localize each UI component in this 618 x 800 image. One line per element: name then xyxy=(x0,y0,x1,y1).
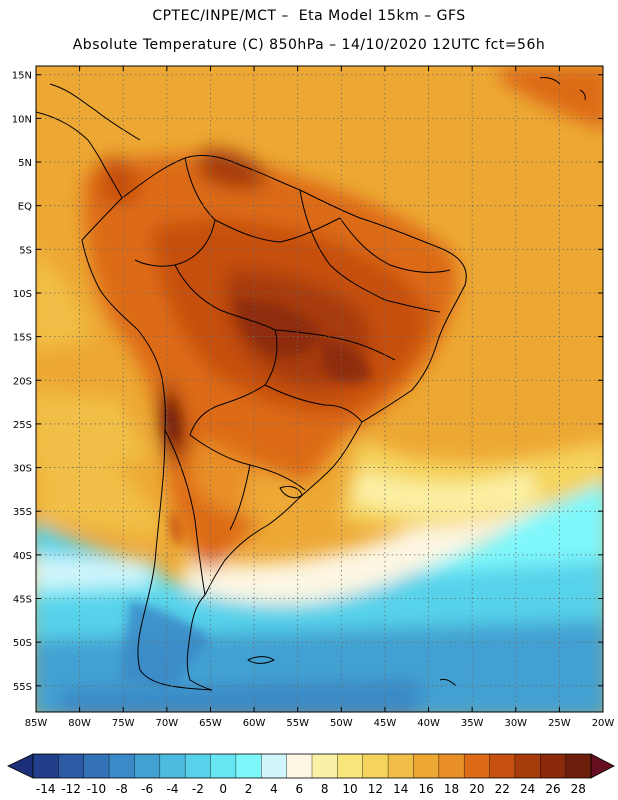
colorbar-label: 8 xyxy=(321,782,329,796)
lon-tick-label: 25W xyxy=(548,718,571,729)
lat-tick-label: 15N xyxy=(12,71,32,82)
lat-tick-label: 30S xyxy=(13,464,32,475)
lon-tick-label: 30W xyxy=(504,718,527,729)
colorbar-label: 10 xyxy=(342,782,357,796)
colorbar-label: -10 xyxy=(87,782,107,796)
colorbar-label: 20 xyxy=(469,782,484,796)
colorbar-label: -8 xyxy=(116,782,128,796)
colorbar: -14 -12 -10 -8 -6 -4 -2 0 2 4 6 8 10 12 14 16 18 20 22 24 26… xyxy=(7,753,615,796)
lon-tick-label: 45W xyxy=(374,718,397,729)
colorbar-label: -12 xyxy=(61,782,81,796)
colorbar-swatch xyxy=(464,754,490,778)
colorbar-label: -14 xyxy=(36,782,56,796)
lat-tick-label: 5N xyxy=(18,158,32,169)
lat-tick-label: 25S xyxy=(13,420,32,431)
lat-tick-label: 45S xyxy=(13,595,32,606)
lon-tick-label: 75W xyxy=(112,718,135,729)
lon-tick-label: 55W xyxy=(286,718,309,729)
colorbar-swatch xyxy=(514,754,541,778)
colorbar-label: 16 xyxy=(418,782,433,796)
colorbar-label: 26 xyxy=(545,782,560,796)
lon-tick-label: 85W xyxy=(25,718,48,729)
colorbar-label: 2 xyxy=(245,782,253,796)
colorbar-label: 28 xyxy=(571,782,586,796)
colorbar-label: 18 xyxy=(444,782,459,796)
colorbar-swatch xyxy=(159,754,186,778)
colorbar-swatch xyxy=(438,754,465,778)
colorbar-swatch xyxy=(185,754,211,778)
lon-tick-label: 70W xyxy=(156,718,179,729)
lat-tick-label: 20S xyxy=(13,376,32,387)
colorbar-label: -6 xyxy=(141,782,153,796)
lon-tick-label: 60W xyxy=(243,718,266,729)
colorbar-label: 12 xyxy=(368,782,383,796)
coastlines xyxy=(36,77,586,691)
lon-tick-label: 65W xyxy=(199,718,222,729)
lon-tick-label: 20W xyxy=(592,718,615,729)
lat-tick-label: 40S xyxy=(13,551,32,562)
colorbar-swatch xyxy=(210,754,237,778)
colorbar-label: -2 xyxy=(192,782,204,796)
colorbar-swatch xyxy=(83,754,110,778)
lat-tick-label: 50S xyxy=(13,638,32,649)
lon-tick-label: 50W xyxy=(330,718,353,729)
latitude-axis: 15N 10N 5N EQ 5S 10S 15S 20S 25S 30S 35S 40S 45S 50S 5… xyxy=(12,71,603,693)
colorbar-swatch xyxy=(235,754,262,778)
colorbar-swatch xyxy=(565,754,592,778)
colorbar-right-arrow xyxy=(590,753,615,779)
colorbar-label: 0 xyxy=(219,782,227,796)
graticule xyxy=(36,66,603,712)
colorbar-swatch xyxy=(261,754,287,778)
colorbar-swatch xyxy=(337,754,364,778)
colorbar-left-arrow xyxy=(7,753,34,779)
colorbar-swatch xyxy=(413,754,440,778)
lat-tick-label: 35S xyxy=(13,507,32,518)
colorbar-swatch xyxy=(33,754,59,778)
colorbar-swatch xyxy=(58,754,85,778)
lat-tick-label: 10N xyxy=(12,114,32,125)
lon-tick-label: 40W xyxy=(417,718,440,729)
colorbar-swatch xyxy=(388,754,414,778)
title-line-2: Absolute Temperature (C) 850hPa – 14/10/… xyxy=(72,37,546,53)
lat-tick-label: 5S xyxy=(19,245,32,256)
colorbar-swatch xyxy=(109,754,135,778)
colorbar-label: 6 xyxy=(295,782,303,796)
lat-tick-label: 10S xyxy=(13,289,32,300)
temperature-field xyxy=(36,66,603,712)
colorbar-label: -4 xyxy=(167,782,179,796)
colorbar-label: 14 xyxy=(393,782,408,796)
longitude-axis: 85W 80W 75W 70W 65W 60W 55W 50W 45W 40W 35W 30W 25W 2… xyxy=(25,66,615,729)
lon-tick-label: 35W xyxy=(461,718,484,729)
lat-tick-label: EQ xyxy=(18,202,32,213)
lon-tick-label: 80W xyxy=(68,718,91,729)
lat-tick-label: 15S xyxy=(13,333,32,344)
colorbar-swatch xyxy=(312,754,338,778)
colorbar-swatch xyxy=(362,754,389,778)
colorbar-swatch xyxy=(286,754,313,778)
colorbar-swatch xyxy=(134,754,161,778)
colorbar-swatch xyxy=(540,754,566,778)
colorbar-swatch xyxy=(489,754,516,778)
colorbar-label: 4 xyxy=(270,782,278,796)
colorbar-label: 22 xyxy=(495,782,510,796)
lat-tick-label: 55S xyxy=(13,682,32,693)
map-frame xyxy=(35,65,604,713)
colorbar-label: 24 xyxy=(520,782,535,796)
title-line-1: CPTEC/INPE/MCT – Eta Model 15km – GFS xyxy=(152,8,466,24)
